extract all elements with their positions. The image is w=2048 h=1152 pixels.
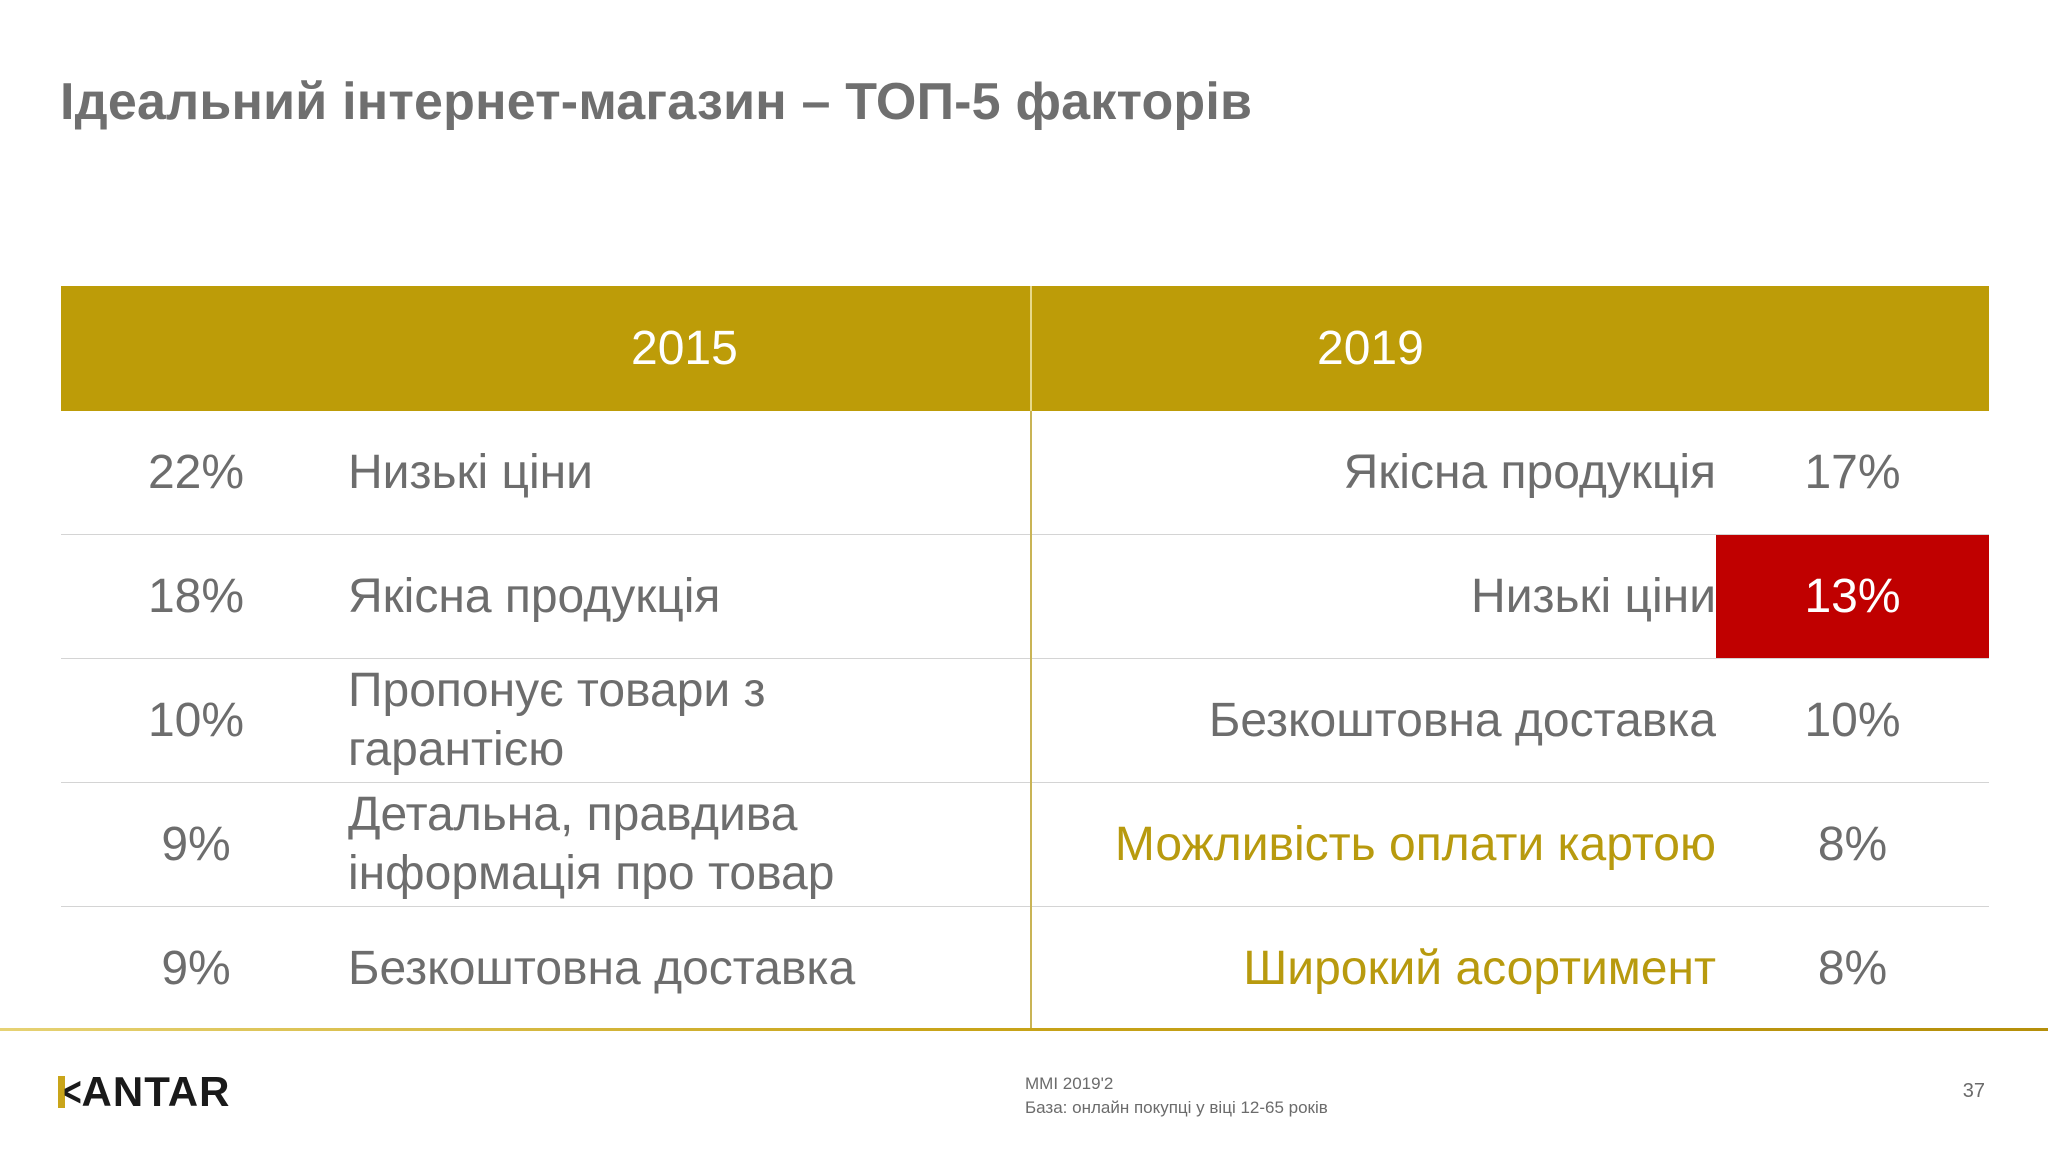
factor-2019: Якісна продукція xyxy=(1343,445,1716,499)
logo-text: ANTAR xyxy=(81,1068,231,1115)
pct-2015: 9% xyxy=(161,941,231,995)
logo-k-arm: < xyxy=(63,1068,83,1115)
source-note: MMI 2019'2 xyxy=(1025,1074,1114,1093)
table-header: 2015 2019 xyxy=(61,286,1989,411)
pct-2015: 9% xyxy=(161,817,231,871)
table-row: 9% Безкоштовна доставка Широкий асортиме… xyxy=(61,907,1989,1031)
header-divider xyxy=(1030,286,1032,411)
comparison-table: 2015 2019 22% Низькі ціни Якісна продукц… xyxy=(61,286,1989,1030)
base-note: База: онлайн покупці у віці 12-65 років xyxy=(1025,1098,1328,1117)
logo-bar-icon xyxy=(58,1076,65,1108)
footnote: MMI 2019'2 База: онлайн покупці у віці 1… xyxy=(1025,1072,1328,1120)
pct-2019-highlighted: 13% xyxy=(1716,535,1989,659)
factor-2015: Якісна продукція xyxy=(348,569,721,623)
row-divider xyxy=(61,782,1989,783)
column-divider xyxy=(1030,286,1032,1030)
factor-2019-new: Можливість оплати картою xyxy=(1114,817,1716,871)
pct-2019: 10% xyxy=(1804,693,1901,747)
footer-rule xyxy=(0,1028,2048,1031)
factor-2019-new: Широкий асортимент xyxy=(1243,941,1716,995)
pct-2019: 8% xyxy=(1817,941,1888,995)
factor-2015: Низькі ціни xyxy=(348,445,593,499)
factor-2019: Низькі ціни xyxy=(1471,569,1716,623)
pct-2015: 22% xyxy=(147,445,245,499)
slide-title: Ідеальний інтернет-магазин – ТОП-5 факто… xyxy=(60,73,1253,131)
table-row: 18% Якісна продукція Низькі ціни 13% xyxy=(61,535,1989,659)
pct-2019: 8% xyxy=(1817,817,1888,871)
table-row: 22% Низькі ціни Якісна продукція 17% xyxy=(61,411,1989,535)
factor-2019: Безкоштовна доставка xyxy=(1208,693,1716,747)
header-2015: 2015 xyxy=(631,322,738,375)
table-row: 10% Пропонує товари з гарантією Безкошто… xyxy=(61,659,1989,783)
row-divider xyxy=(61,906,1989,907)
pct-2019: 17% xyxy=(1804,445,1901,499)
header-2019: 2019 xyxy=(1317,322,1424,375)
kantar-logo: <ANTAR xyxy=(58,1068,230,1116)
row-divider xyxy=(61,658,1989,659)
pct-2015: 10% xyxy=(147,693,245,747)
page-number: 37 xyxy=(1962,1080,1985,1102)
factor-2015: Безкоштовна доставка xyxy=(348,941,856,995)
row-divider xyxy=(61,534,1989,535)
factor-2015: Детальна, правдива інформація про товар xyxy=(348,788,835,900)
factor-2015: Пропонує товари з гарантією xyxy=(348,664,766,776)
pct-2015: 18% xyxy=(147,569,245,623)
table-row: 9% Детальна, правдива інформація про тов… xyxy=(61,783,1989,907)
